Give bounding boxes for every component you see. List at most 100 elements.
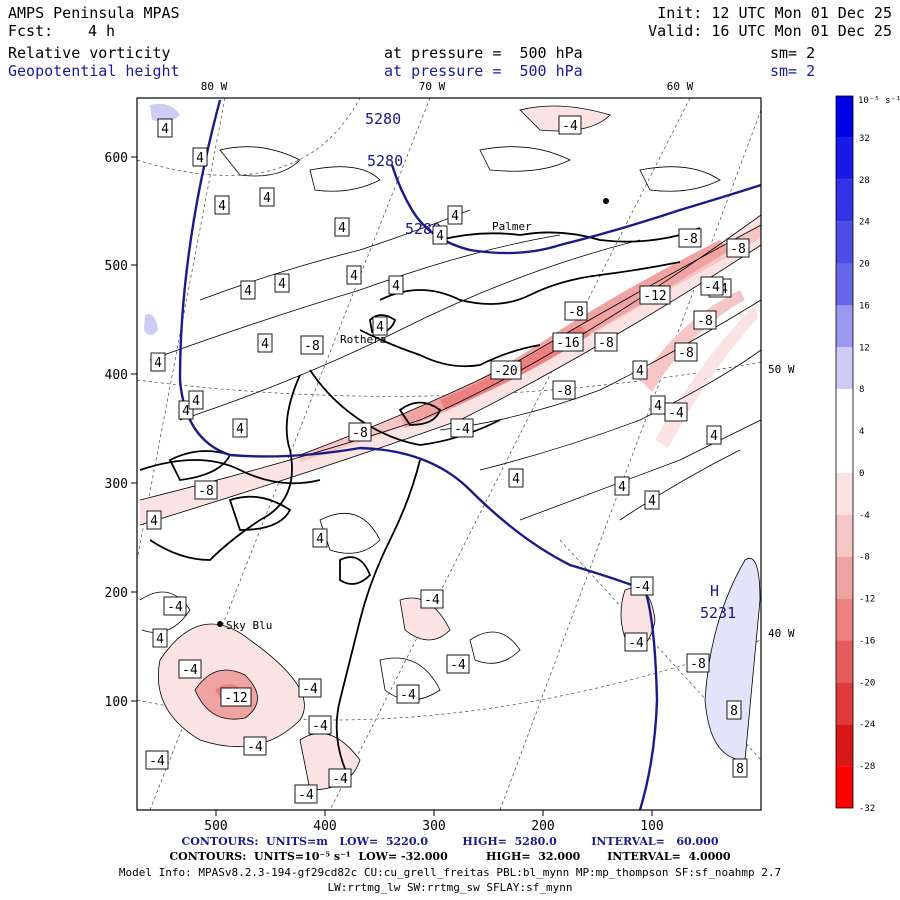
positive-vorticity-shading xyxy=(144,103,760,760)
vorticity-label-box xyxy=(450,418,474,438)
vorticity-label: -8 xyxy=(198,484,214,499)
vorticity-label: 4 xyxy=(338,221,346,236)
footer-height-contours: CONTOURS: UNITS=m LOW= 5220.0 HIGH= 5280… xyxy=(181,835,719,848)
colorbar-level-label: -20 xyxy=(859,678,875,688)
x-tick-label: 300 xyxy=(422,819,445,834)
colorbar-level-label: 20 xyxy=(859,260,870,270)
height-contour-label: 5280 xyxy=(365,110,401,128)
field2-level: at pressure = 500 hPa xyxy=(384,62,583,80)
vorticity-label-box xyxy=(674,342,698,362)
vorticity-label-box xyxy=(274,273,290,293)
vorticity-label-box xyxy=(348,422,372,442)
vorticity-label: -16 xyxy=(556,336,579,351)
vorticity-label: 4 xyxy=(161,122,169,137)
footer-model-info: Model Info: MPASv8.2.3-194-gf29cd82c CU:… xyxy=(118,866,782,879)
vorticity-label-box xyxy=(420,589,444,609)
vorticity-label: 4 xyxy=(182,404,190,419)
vorticity-label: -4 xyxy=(562,119,578,134)
station-label-rothera: Rothera xyxy=(340,333,386,346)
x-tick-label: 400 xyxy=(313,819,336,834)
vorticity-label: 4 xyxy=(154,356,162,371)
colorbar-swatch xyxy=(836,431,853,473)
vorticity-label: -8 xyxy=(556,384,572,399)
vorticity-label: -4 xyxy=(247,740,263,755)
colorbar-swatch xyxy=(836,389,853,432)
vorticity-label: 4 xyxy=(451,209,459,224)
vorticity-label: -20 xyxy=(494,364,517,379)
colorbar-swatch xyxy=(836,472,853,515)
valid-time: Valid: 16 UTC Mon 01 Dec 25 xyxy=(648,22,892,40)
vorticity-label: 4 xyxy=(392,279,400,294)
forecast-value: 4 h xyxy=(88,22,116,40)
geopotential-height-contours xyxy=(178,99,761,810)
colorbar-level-label: -24 xyxy=(859,720,875,730)
colorbar-level-label: 0 xyxy=(859,469,864,479)
vorticity-label: 4 xyxy=(648,494,656,509)
vorticity-label: -4 xyxy=(424,593,440,608)
vorticity-label: -4 xyxy=(454,422,470,437)
vorticity-label-box xyxy=(150,352,166,372)
vorticity-label: -4 xyxy=(312,719,328,734)
vorticity-label-box xyxy=(294,784,318,804)
vorticity-label-box xyxy=(447,205,463,225)
vorticity-label-box xyxy=(614,476,630,496)
x-tick-label: 100 xyxy=(640,819,663,834)
vorticity-label: 4 xyxy=(376,320,384,335)
vorticity-label-box xyxy=(188,390,204,410)
field2-name: Geopotential height xyxy=(8,62,180,80)
colorbar-level-label: 8 xyxy=(859,385,864,395)
y-tick-label: 100 xyxy=(105,695,128,710)
colorbar-swatch xyxy=(836,556,853,599)
vorticity-label: -8 xyxy=(352,426,368,441)
plot-frame xyxy=(136,97,762,811)
vorticity-label: -8 xyxy=(697,314,713,329)
vorticity-label-box xyxy=(220,687,252,707)
colorbar-swatch xyxy=(836,305,853,348)
vorticity-label-box xyxy=(726,238,750,258)
vorticity-label: 4 xyxy=(636,364,644,379)
vorticity-label: 4 xyxy=(261,337,269,352)
vorticity-label-box xyxy=(706,425,722,445)
colorbar-level-label: -12 xyxy=(859,595,875,605)
longitude-labels: 80 W 70 W 60 W 50 W 40 W xyxy=(201,80,795,640)
axis-ticks xyxy=(131,156,653,816)
vorticity-label-box xyxy=(700,276,724,296)
vorticity-label-box xyxy=(630,576,654,596)
y-tick-label: 300 xyxy=(105,477,128,492)
vorticity-label-box xyxy=(178,659,202,679)
lon-label-60w: 60 W xyxy=(667,80,694,93)
vorticity-label: -4 xyxy=(182,663,198,678)
vorticity-label: -4 xyxy=(167,600,183,615)
vorticity-label: 4 xyxy=(218,199,226,214)
vorticity-label-box xyxy=(300,335,324,355)
vorticity-label-box xyxy=(145,750,169,770)
colorbar-level-label: 4 xyxy=(859,427,864,437)
vorticity-label: -12 xyxy=(643,289,666,304)
axis-tick-labels: 600 500 400 300 200 100 500 400 300 200 … xyxy=(105,151,664,834)
vorticity-label-box xyxy=(558,115,582,135)
vorticity-label-box xyxy=(686,653,710,673)
height-contour-label: 5280 xyxy=(367,152,403,170)
vorticity-label: -4 xyxy=(332,772,348,787)
vorticity-label: -4 xyxy=(668,406,684,421)
vorticity-label-box xyxy=(664,402,688,422)
y-tick-label: 200 xyxy=(105,586,128,601)
y-tick-label: 400 xyxy=(105,368,128,383)
field1-level: at pressure = 500 hPa xyxy=(384,44,583,62)
vorticity-label: 4 xyxy=(150,514,158,529)
station-label-sky-blu: Sky Blu xyxy=(226,619,272,632)
vorticity-label: 4 xyxy=(436,229,444,244)
vorticity-label: -8 xyxy=(682,232,698,247)
vorticity-label-box xyxy=(490,360,522,380)
colorbar-swatch xyxy=(836,179,853,222)
vorticity-label-box xyxy=(508,468,524,488)
colorbar-swatch xyxy=(836,640,853,683)
vorticity-label-box xyxy=(432,225,448,245)
vorticity-label-box xyxy=(334,217,350,237)
vorticity-label-box xyxy=(232,418,248,438)
footer-physics-info: LW:rrtmg_lw SW:rrtmg_sw SFLAY:sf_mynn xyxy=(327,881,573,894)
vorticity-label: 4 xyxy=(618,480,626,495)
colorbar-frame xyxy=(835,95,854,809)
vorticity-label-box xyxy=(157,118,173,138)
